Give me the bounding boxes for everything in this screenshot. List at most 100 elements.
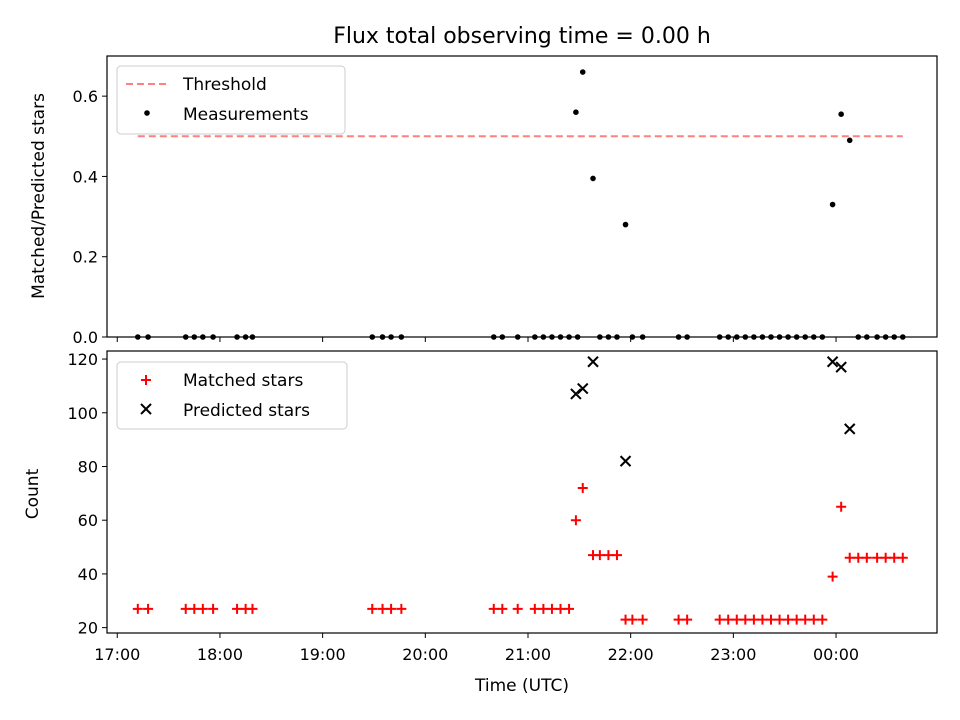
- predicted-star-point: [844, 423, 856, 435]
- matched-star-point: [132, 603, 143, 614]
- matched-star-point: [512, 603, 523, 614]
- top-legend: Threshold Measurements: [116, 65, 346, 135]
- matched-star-point: [791, 614, 802, 625]
- matched-star-point: [800, 614, 811, 625]
- matched-star-point: [783, 614, 794, 625]
- bottom-x-tick-label: 18:00: [197, 645, 243, 664]
- matched-star-point: [880, 552, 891, 563]
- measurement-point: [622, 221, 629, 228]
- measurement-point: [829, 201, 836, 208]
- predicted-star-point: [577, 382, 589, 395]
- matched-star-point: [197, 603, 208, 614]
- matched-star-point: [757, 614, 768, 625]
- top-y-tick-label: 0.4: [73, 167, 98, 186]
- top-y-axis-label: Matched/Predicted stars: [29, 93, 49, 299]
- matched-star-point: [555, 603, 566, 614]
- measurement-point: [846, 137, 853, 144]
- predicted-star-point: [587, 356, 599, 368]
- matched-star-point: [817, 614, 828, 625]
- bottom-x-tick-label: 23:00: [710, 645, 756, 664]
- matched-star-point: [774, 614, 785, 625]
- matched-star-point: [627, 614, 638, 625]
- legend-matched-label: Matched stars: [183, 371, 303, 391]
- matched-star-point: [766, 614, 776, 625]
- matched-star-point: [538, 603, 549, 614]
- bottom-axes-frame: [106, 350, 938, 634]
- bottom-x-tick-label: 20:00: [402, 645, 448, 664]
- matched-star-point: [808, 614, 819, 625]
- matched-star-point: [488, 603, 499, 614]
- top-y-tick-label: 0.2: [73, 248, 98, 267]
- matched-star-point: [232, 603, 243, 614]
- top-y-tick-label: 0.0: [73, 328, 98, 347]
- legend-measurements-swatch: [144, 110, 150, 116]
- measurement-point: [838, 111, 844, 118]
- bottom-y-tick-label: 40: [78, 565, 98, 584]
- matched-star-point: [740, 614, 751, 625]
- legend-measurements-label: Measurements: [183, 105, 309, 125]
- bottom-y-tick-label: 20: [78, 619, 98, 638]
- bottom-x-tick-label: 22:00: [608, 645, 654, 664]
- matched-star-point: [570, 515, 581, 526]
- bottom-x-tick-label: 00:00: [813, 645, 859, 664]
- matched-star-point: [889, 552, 900, 563]
- bottom-y-tick-label: 100: [67, 404, 98, 423]
- top-plot-area: 0.0 0.2 0.4 0.6 Threshold Measurements: [73, 55, 938, 347]
- matched-star-point: [396, 603, 407, 614]
- matched-star-point: [247, 603, 258, 614]
- matched-star-point: [529, 603, 540, 614]
- matched-star-point: [208, 603, 219, 614]
- legend-threshold-label: Threshold: [182, 75, 267, 95]
- predicted-star-point: [619, 455, 632, 467]
- matched-star-point: [386, 603, 397, 614]
- predicted-star-point: [826, 356, 839, 368]
- matched-star-point: [748, 614, 759, 625]
- matched-star-point: [546, 603, 557, 614]
- matched-star-point: [594, 550, 605, 561]
- bottom-y-axis-label: Count: [23, 468, 43, 519]
- matched-star-point: [723, 614, 734, 625]
- matched-star-point: [673, 614, 684, 625]
- matched-star-point: [897, 552, 908, 563]
- matched-star-point: [872, 552, 883, 563]
- matched-star-point: [714, 614, 725, 625]
- matched-star-point: [844, 552, 855, 563]
- measurement-point: [590, 175, 596, 182]
- matched-star-point: [180, 603, 191, 614]
- top-y-tick-label: 0.6: [73, 87, 98, 106]
- measurement-point: [573, 109, 579, 115]
- matched-star-point: [836, 501, 847, 512]
- bottom-y-tick-label: 80: [78, 457, 98, 476]
- bottom-y-tick-label: 120: [67, 350, 98, 369]
- bottom-legend: Matched stars Predicted stars: [116, 361, 348, 430]
- bottom-plot-area: 20 40 60 80 100 120 17:00 18:00 19:00 20:00 21:00 2…: [67, 350, 938, 664]
- matched-star-point: [611, 550, 622, 561]
- top-axes-frame: [106, 55, 938, 338]
- bottom-y-tick-label: 60: [78, 511, 98, 530]
- matched-star-point: [497, 603, 508, 614]
- matched-star-point: [189, 603, 200, 614]
- legend-predicted-label: Predicted stars: [183, 401, 310, 421]
- matched-star-point: [827, 571, 838, 582]
- predicted-star-point: [835, 361, 847, 373]
- matched-star-point: [637, 614, 648, 625]
- top-chart-title: Flux total observing time = 0.00 h: [333, 24, 711, 49]
- matched-star-point: [143, 603, 154, 614]
- bottom-x-axis-label: Time (UTC): [474, 676, 569, 696]
- matched-star-point: [577, 482, 588, 493]
- matched-star-point: [564, 603, 575, 614]
- matched-star-point: [603, 550, 614, 561]
- top-legend-box: [116, 65, 346, 135]
- matched-star-point: [853, 552, 864, 563]
- bottom-x-tick-label: 19:00: [300, 645, 346, 664]
- legend-matched-swatch: [141, 375, 151, 385]
- predicted-star-point: [570, 388, 582, 400]
- matched-star-point: [377, 603, 388, 614]
- bottom-x-tick-label: 17:00: [94, 645, 140, 664]
- matched-star-point: [731, 614, 742, 625]
- matched-star-point: [367, 603, 378, 614]
- bottom-legend-box: [116, 361, 348, 430]
- bottom-x-tick-label: 21:00: [505, 645, 551, 664]
- matched-star-point: [682, 614, 693, 625]
